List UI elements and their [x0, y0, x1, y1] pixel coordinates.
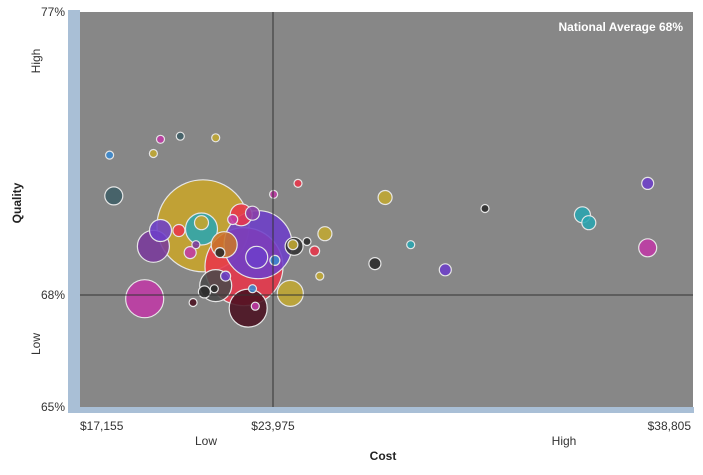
bubble-point[interactable] — [227, 213, 239, 226]
bubble-point[interactable] — [220, 270, 232, 282]
bubble-point[interactable] — [480, 203, 490, 214]
bubble-point[interactable] — [209, 284, 219, 294]
bubble-point[interactable] — [148, 148, 158, 159]
bubble-point[interactable] — [293, 178, 303, 188]
bubble-point[interactable] — [438, 263, 452, 277]
reference-label: National Average 68% — [559, 20, 684, 34]
y-qual-low: Low — [29, 333, 43, 355]
bubble-point[interactable] — [638, 238, 658, 258]
x-tick-label: $23,975 — [251, 419, 295, 433]
y-tick-label: 68% — [41, 288, 65, 302]
bubble-point[interactable] — [302, 236, 312, 247]
bubble-point[interactable] — [148, 218, 173, 243]
bubble-point[interactable] — [172, 223, 186, 238]
x-tick-label: $38,805 — [648, 419, 692, 433]
bubble-point[interactable] — [193, 215, 210, 231]
bubble-point[interactable] — [287, 239, 299, 251]
bubble-point[interactable] — [104, 150, 115, 160]
x-tick-label: $17,155 — [80, 419, 124, 433]
axis-frame-left — [68, 10, 80, 412]
bubble-point[interactable] — [244, 205, 261, 221]
bubble-point[interactable] — [406, 240, 416, 250]
y-qual-high: High — [29, 49, 43, 74]
bubble-point[interactable] — [317, 226, 333, 242]
axis-frame-bottom — [68, 407, 694, 413]
bubble-point[interactable] — [315, 271, 325, 281]
x-qual-high: High — [552, 434, 577, 448]
bubble-point[interactable] — [175, 131, 185, 141]
bubble-point[interactable] — [155, 134, 166, 144]
bubble-point[interactable] — [104, 186, 124, 206]
bubble-point[interactable] — [581, 215, 597, 231]
bubble-point[interactable] — [211, 133, 221, 143]
x-axis-title: Cost — [370, 449, 397, 463]
bubble-point[interactable] — [269, 189, 279, 199]
y-tick-labels: 77% 68% 65% — [41, 5, 65, 414]
bubble-point[interactable] — [641, 176, 655, 190]
bubble-point[interactable] — [309, 245, 321, 257]
y-tick-label: 77% — [41, 5, 65, 19]
bubble-point[interactable] — [269, 254, 281, 266]
bubble-point[interactable] — [191, 240, 201, 250]
bubble-point[interactable] — [188, 297, 198, 308]
bubble-point[interactable] — [247, 284, 258, 294]
bubble-point[interactable] — [368, 257, 382, 271]
bubble-point[interactable] — [197, 285, 211, 299]
bubble-point[interactable] — [214, 247, 226, 259]
bubble-layer — [104, 131, 658, 328]
y-tick-label: 65% — [41, 400, 65, 414]
x-qual-low: Low — [195, 434, 217, 448]
bubble-point[interactable] — [125, 279, 165, 319]
bubble-point[interactable] — [377, 189, 393, 206]
bubble-point[interactable] — [276, 279, 304, 307]
bubble-point[interactable] — [245, 245, 269, 269]
bubble-point[interactable] — [183, 246, 197, 260]
bubble-point[interactable] — [250, 301, 260, 311]
x-tick-labels: $17,155 $23,975 $38,805 — [80, 419, 691, 433]
y-axis-title: Quality — [10, 182, 24, 223]
